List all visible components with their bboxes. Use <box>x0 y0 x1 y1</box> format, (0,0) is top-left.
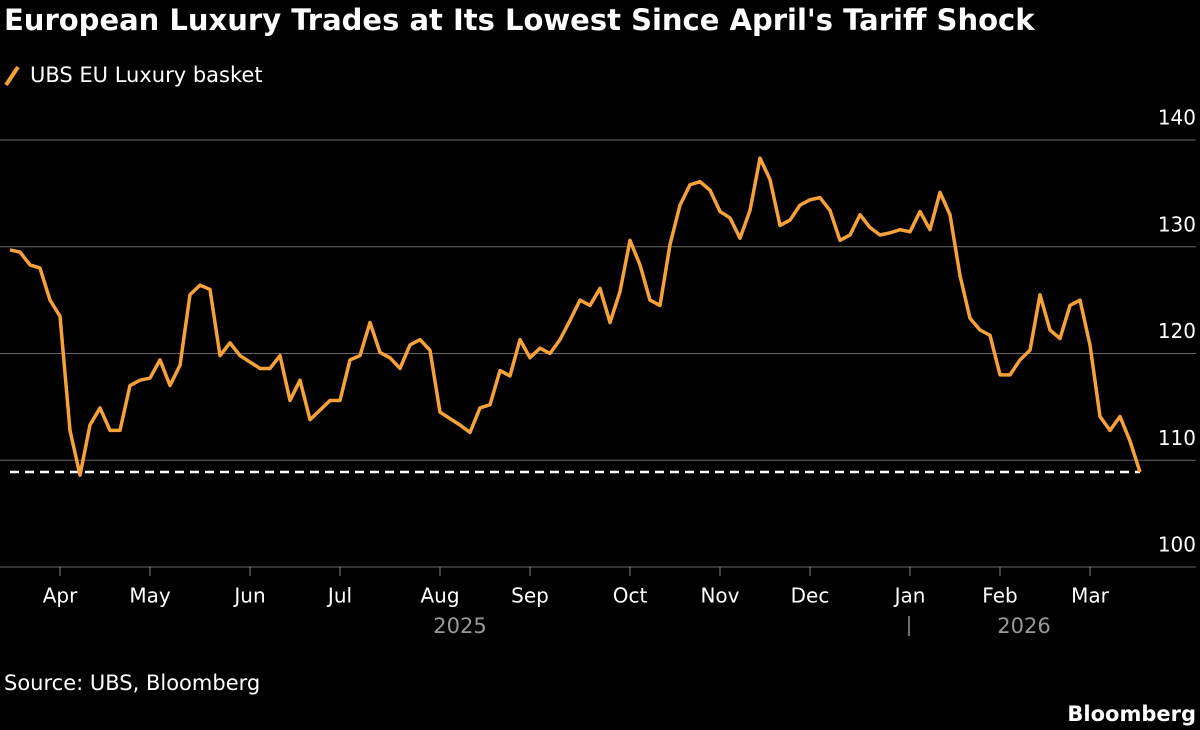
year-label: 2026 <box>997 614 1050 638</box>
x-tick-label: Sep <box>511 584 549 608</box>
y-tick-label: 120 <box>1158 319 1196 343</box>
x-tick-label: Oct <box>613 584 648 608</box>
legend-label: UBS EU Luxury basket <box>30 63 263 87</box>
x-tick-label: Jan <box>893 584 926 608</box>
x-tick-label: May <box>129 584 171 608</box>
y-tick-label: 140 <box>1158 106 1196 130</box>
y-tick-label: 100 <box>1158 533 1196 557</box>
x-tick-label: Aug <box>420 584 459 608</box>
x-tick-label: Apr <box>43 584 78 608</box>
legend-swatch <box>4 65 20 87</box>
chart-title: European Luxury Trades at Its Lowest Sin… <box>4 3 1035 37</box>
y-tick-label: 130 <box>1158 212 1196 236</box>
x-tick-label: Feb <box>982 584 1017 608</box>
year-label: 2025 <box>433 614 486 638</box>
brand: Bloomberg <box>1067 702 1196 726</box>
x-tick-label: Jun <box>232 584 265 608</box>
series-line <box>9 156 1142 477</box>
y-tick-label: 110 <box>1158 426 1196 450</box>
x-tick-label: Dec <box>791 584 830 608</box>
x-tick-label: Jul <box>326 584 352 608</box>
x-tick-label: Mar <box>1071 584 1110 608</box>
x-tick-label: Nov <box>700 584 739 608</box>
source: Source: UBS, Bloomberg <box>4 671 260 695</box>
